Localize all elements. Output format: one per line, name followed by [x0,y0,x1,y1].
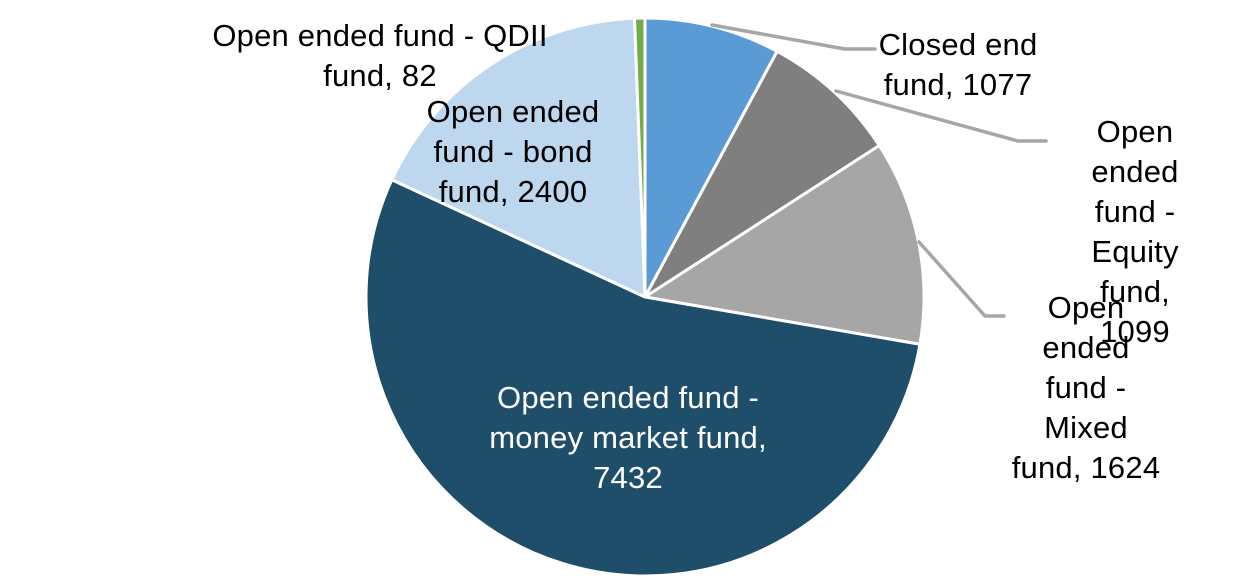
data-label-money-market-fund: Open ended fund - money market fund, 743… [489,380,767,495]
pie-slice-qdii-fund [633,16,647,299]
leader-line-equity-fund [834,89,1048,143]
pie-slice-equity-fund [643,49,881,299]
data-label-equity-fund: Open ended fund - Equity fund, 1099 [1091,114,1179,349]
leader-line-mixed-fund [917,240,1006,318]
pie-slice-money-market-fund [364,178,922,578]
pie-slice-bond-fund [390,16,647,299]
data-label-qdii-fund: Open ended fund - QDII fund, 82 [212,18,548,93]
data-label-mixed-fund: Open ended fund - Mixed fund, 1624 [1011,290,1161,485]
data-label-bond-fund: Open ended fund - bond fund, 2400 [426,94,600,209]
data-label-closed-end-fund: Closed end fund, 1077 [878,27,1038,102]
leader-line-closed-end-fund [710,23,877,51]
